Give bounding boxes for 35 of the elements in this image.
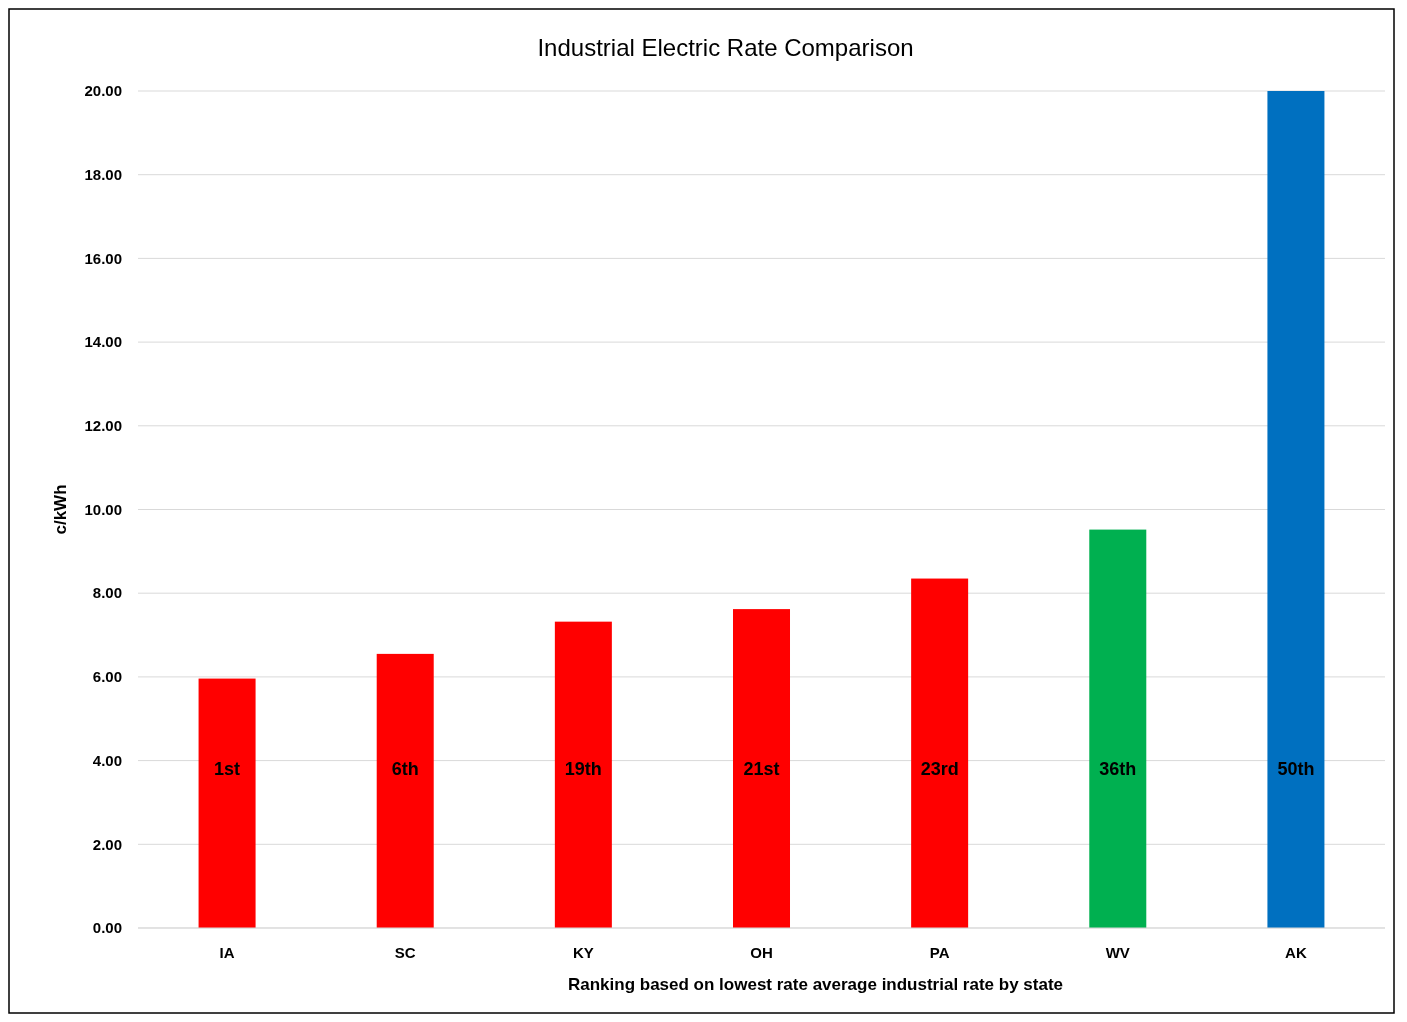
y-tick-label: 16.00: [84, 249, 122, 267]
x-tick-label: IA: [219, 944, 235, 961]
bar: [554, 621, 612, 928]
y-tick-label: 2.00: [92, 835, 122, 853]
x-tick-label: WV: [1105, 944, 1130, 961]
y-tick-label: 20.00: [84, 82, 122, 100]
annotation: 6th: [391, 759, 419, 780]
x-tick-label: OH: [750, 944, 773, 961]
bar: [1267, 91, 1325, 928]
y-tick-label: 6.00: [92, 668, 122, 686]
y-tick-label: 10.00: [84, 500, 122, 518]
x-tick-label: AK: [1285, 944, 1307, 961]
bar: [911, 578, 969, 928]
y-tick-label: 14.00: [84, 333, 122, 351]
x-axis-title: Ranking based on lowest rate average industrial rate by state: [567, 975, 1064, 994]
y-axis-title: c/kWh: [51, 484, 70, 535]
annotation: 1st: [214, 759, 241, 780]
x-tick-label: PA: [929, 944, 950, 961]
annotation: 36th: [1099, 759, 1137, 780]
bar: [376, 653, 434, 928]
chart-title: Industrial Electric Rate Comparison: [537, 34, 914, 61]
bar: [733, 609, 790, 928]
x-tick-label: KY: [572, 944, 594, 961]
annotation: 19th: [564, 759, 602, 780]
y-tick-label: 8.00: [92, 584, 122, 602]
bar: [198, 678, 256, 928]
bar: [1089, 529, 1147, 928]
annotation: 50th: [1277, 759, 1315, 780]
x-tick-label: SC: [394, 944, 416, 961]
annotation: 23rd: [920, 759, 959, 780]
annotation: 21st: [743, 759, 780, 780]
y-tick-label: 12.00: [84, 417, 122, 435]
y-tick-label: 18.00: [84, 165, 122, 183]
y-tick-label: 4.00: [92, 751, 122, 769]
y-tick-label: 0.00: [92, 919, 122, 937]
